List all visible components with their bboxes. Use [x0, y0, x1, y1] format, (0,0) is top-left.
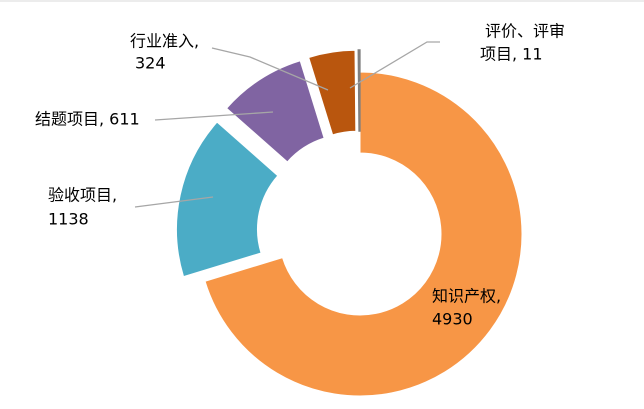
data-label: 项目, 11	[480, 45, 543, 64]
leader-line	[154, 111, 274, 121]
slice	[204, 71, 523, 397]
data-label: 行业准入,	[130, 32, 199, 51]
data-label: 324	[135, 54, 166, 73]
data-label: 评价、评审	[485, 22, 565, 41]
data-label: 验收项目,	[48, 186, 117, 205]
slice	[357, 49, 361, 132]
data-label: 知识产权,	[432, 287, 501, 306]
leader-line	[349, 41, 440, 89]
data-label: 结题项目, 611	[35, 110, 140, 129]
slice	[176, 121, 279, 278]
slice	[308, 49, 357, 136]
slice	[225, 60, 325, 163]
leader-line	[134, 196, 214, 208]
leader-line	[211, 47, 329, 91]
data-label: 4930	[432, 310, 473, 329]
data-label: 1138	[48, 210, 89, 229]
